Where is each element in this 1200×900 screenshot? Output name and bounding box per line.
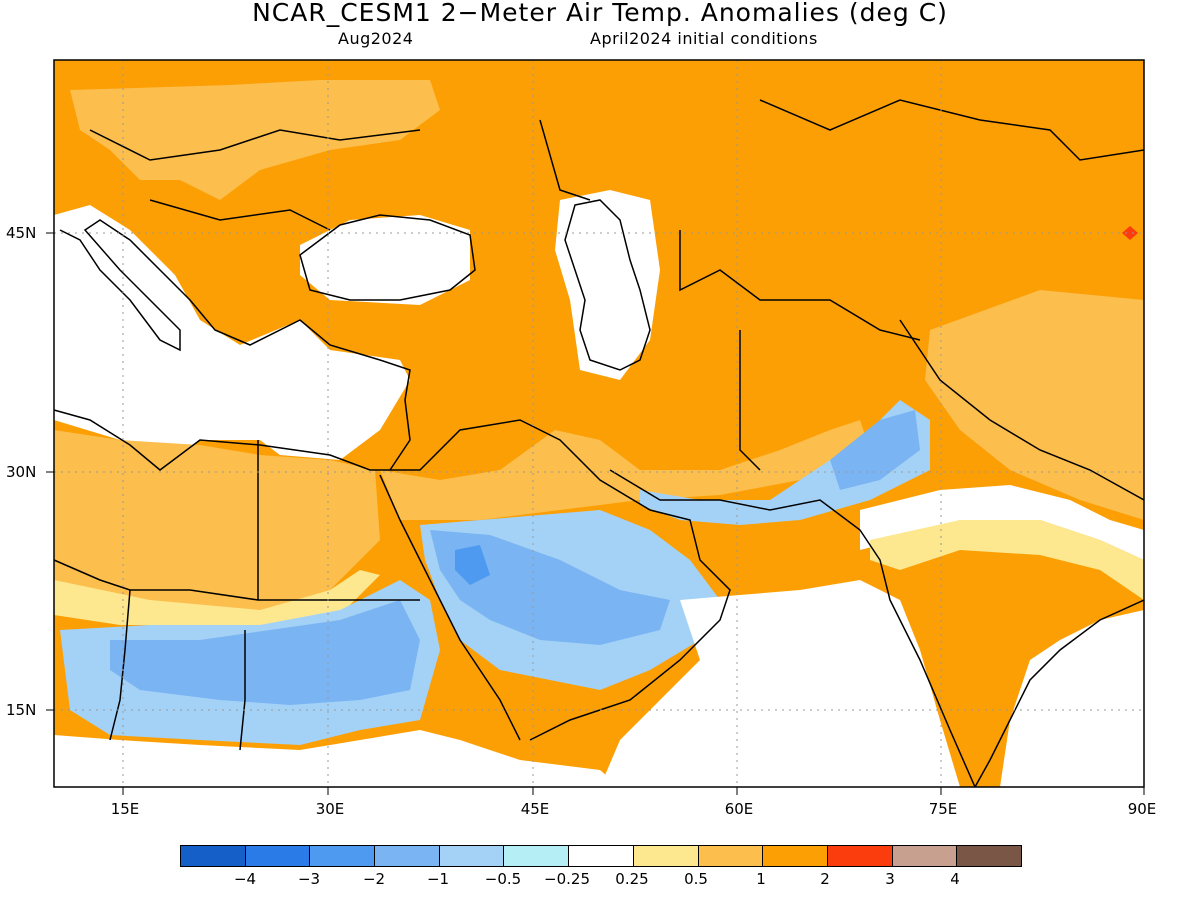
colorbar-swatch — [181, 846, 246, 866]
colorbar-swatch — [892, 846, 958, 866]
lat-label-45n: 45N — [6, 224, 37, 242]
field-neutral-india — [860, 485, 1144, 560]
subtitle-valid-month: Aug2024 — [338, 29, 414, 48]
field-neutral-ocean — [600, 580, 960, 787]
field-blue-pakistan — [830, 410, 920, 490]
colorbar-label: −2 — [362, 870, 386, 888]
lon-label-45e: 45E — [520, 800, 550, 818]
subtitle-initial-conditions: April2024 initial conditions — [590, 29, 818, 48]
colorbar-label: −0.5 — [484, 870, 522, 888]
lat-label-15n: 15N — [6, 701, 37, 719]
colorbar-swatch — [827, 846, 893, 866]
field-light-orange-africa — [54, 430, 380, 610]
colorbar-label: −0.25 — [544, 870, 590, 888]
colorbar-label: 0.25 — [615, 870, 649, 888]
field-yellow-africa — [54, 570, 380, 625]
field-neutral-south — [54, 730, 620, 787]
colorbar-label: −3 — [297, 870, 321, 888]
field-neutral-bay — [1000, 610, 1144, 787]
colorbar-swatch — [763, 846, 828, 866]
colorbar-label: −1 — [426, 870, 450, 888]
field-red-spot — [1122, 226, 1138, 240]
field-light-orange-europe — [70, 80, 440, 200]
ticks — [46, 232, 1145, 795]
colorbar-swatch — [375, 846, 440, 866]
map-frame — [53, 59, 1145, 788]
colorbar-swatch — [569, 846, 634, 866]
lon-label-90e: 90E — [1127, 800, 1157, 818]
colorbar-swatch — [310, 846, 376, 866]
lon-label-75e: 75E — [928, 800, 958, 818]
field-light-orange-china — [925, 290, 1144, 520]
field-neutral-blacksea — [300, 215, 470, 305]
lon-label-30e: 30E — [315, 800, 345, 818]
colorbar-label: 2 — [820, 870, 830, 888]
field-blue-sahel — [110, 600, 420, 705]
field-lightblue-pakistan — [640, 400, 930, 525]
lat-label-30n: 30N — [6, 463, 37, 481]
colorbar-swatch — [698, 846, 764, 866]
colorbar-swatch — [957, 846, 1021, 866]
colorbar-label: −4 — [233, 870, 257, 888]
colorbar-label: 4 — [950, 870, 960, 888]
colorbar-label: 0.5 — [684, 870, 708, 888]
field-light-orange-arabia — [380, 420, 870, 520]
lon-label-60e: 60E — [724, 800, 754, 818]
lon-label-15e: 15E — [110, 800, 140, 818]
colorbar-swatch — [439, 846, 505, 866]
map-title: NCAR_CESM1 2−Meter Air Temp. Anomalies (… — [252, 0, 948, 27]
field-neutral-med — [54, 205, 410, 470]
coastlines — [53, 99, 1145, 788]
colorbar-label: 3 — [885, 870, 895, 888]
field-blue-arabia — [430, 530, 670, 645]
colorbar-swatch — [633, 846, 699, 866]
colorbar-swatch — [504, 846, 570, 866]
field-darkblue-arabia — [455, 545, 490, 585]
colorbar-swatch — [245, 846, 311, 866]
field-yellow-india — [870, 520, 1144, 600]
colorbar-label: 1 — [756, 870, 766, 888]
anomaly-fields — [54, 60, 1144, 787]
colorbar — [180, 845, 1022, 867]
